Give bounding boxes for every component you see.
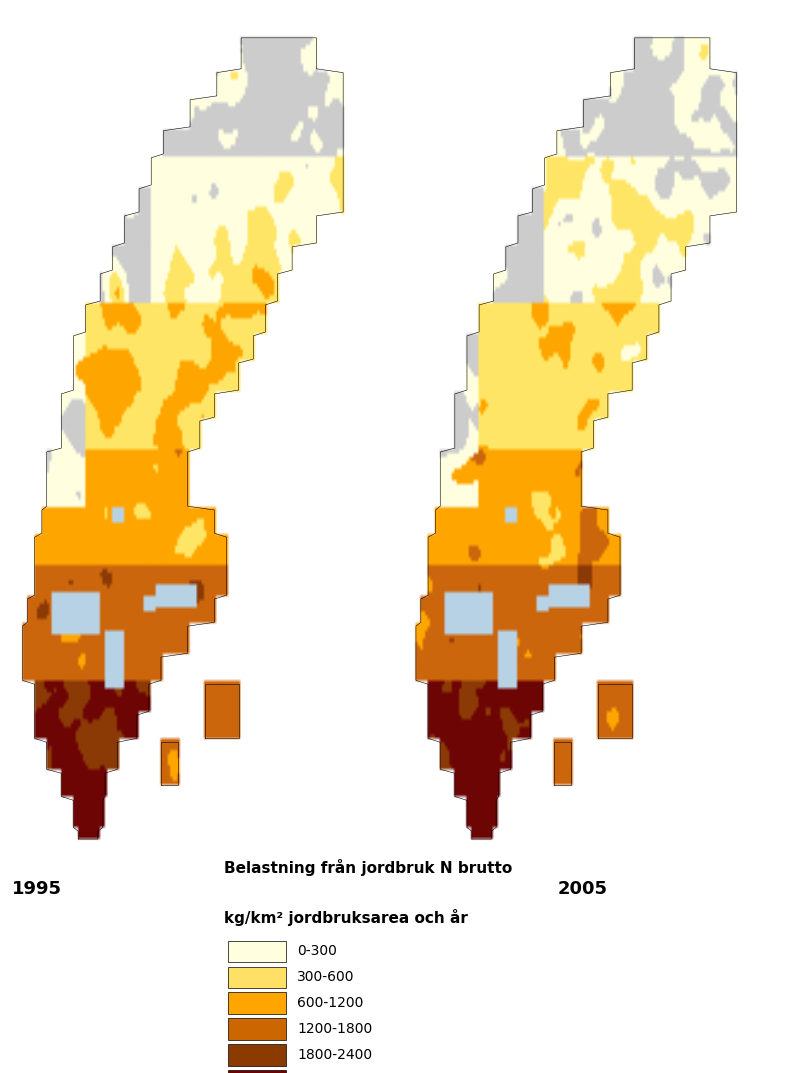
Text: kg/km² jordbruksarea och år: kg/km² jordbruksarea och år	[224, 909, 467, 926]
Text: 1995: 1995	[12, 880, 62, 898]
Text: 300-600: 300-600	[297, 970, 355, 984]
FancyBboxPatch shape	[227, 1018, 286, 1040]
FancyBboxPatch shape	[227, 993, 286, 1014]
FancyBboxPatch shape	[227, 1070, 286, 1073]
Text: 1200-1800: 1200-1800	[297, 1023, 372, 1037]
Text: 1800-2400: 1800-2400	[297, 1048, 372, 1062]
Text: 2005: 2005	[557, 880, 608, 898]
Text: Belastning från jordbruk N brutto: Belastning från jordbruk N brutto	[224, 858, 512, 876]
Text: 0-300: 0-300	[297, 944, 337, 958]
Text: 600-1200: 600-1200	[297, 996, 364, 1010]
FancyBboxPatch shape	[227, 1044, 286, 1065]
FancyBboxPatch shape	[227, 941, 286, 962]
FancyBboxPatch shape	[227, 967, 286, 988]
